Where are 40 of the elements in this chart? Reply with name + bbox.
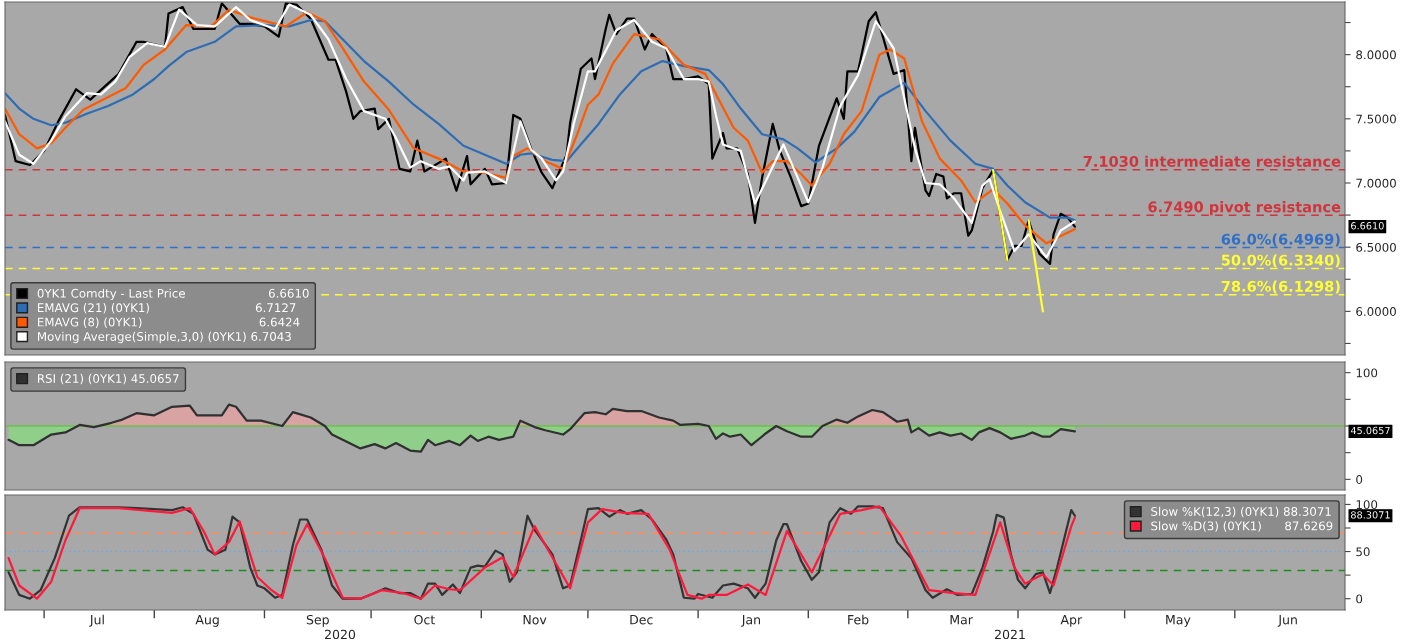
text: 88.3071 bbox=[1351, 511, 1390, 519]
x-tick-label: Mar bbox=[950, 615, 973, 625]
y-tick-label: 0 bbox=[1356, 594, 1363, 604]
x-tick-label: Jan bbox=[741, 615, 760, 627]
x-tick-label: Jul bbox=[89, 614, 104, 627]
x-tick-label: Aug bbox=[195, 615, 219, 627]
ref-line-label: 66.0%(6.4969) bbox=[1221, 233, 1340, 247]
legend-label: EMAVG (21) (0YK1) 6.7127 bbox=[38, 303, 296, 314]
x-tick-label: Nov bbox=[523, 615, 547, 625]
x-tick-label: May bbox=[1166, 615, 1191, 627]
text: 6.6610 bbox=[1351, 222, 1384, 230]
legend-label: Moving Average(Simple,3,0) (0YK1) 6.7043 bbox=[38, 331, 291, 344]
x-tick-label: Apr bbox=[1060, 615, 1083, 627]
ref-line-label: 78.6%(6.1298) bbox=[1221, 280, 1340, 294]
text: 45.0657 bbox=[1350, 426, 1390, 435]
y-tick-label: 7.5000 bbox=[1356, 114, 1396, 124]
legend-label: EMAVG (8) (0YK1) 6.6424 bbox=[38, 317, 300, 328]
y-tick-label: 0 bbox=[1356, 475, 1363, 484]
x-tick-label: Feb bbox=[848, 614, 869, 625]
x-tick-label: Jun bbox=[1277, 615, 1297, 627]
y-tick-label: 7.0000 bbox=[1356, 178, 1396, 188]
legend-label: Slow %D(3) (0YK1) 87.6269 bbox=[1151, 521, 1333, 532]
legend-label: 0YK1 Comdty - Last Price 6.6610 bbox=[37, 288, 309, 301]
ref-line-label: 6.7490 pivot resistance bbox=[1148, 201, 1341, 216]
y-tick-label: 100 bbox=[1356, 500, 1378, 510]
y-tick-label: 6.5000 bbox=[1356, 242, 1396, 252]
legend-label: Slow %K(12,3) (0YK1) 88.3071 bbox=[1151, 506, 1331, 518]
x-tick-label: Oct bbox=[414, 614, 435, 625]
x-tick-label: Dec bbox=[630, 615, 653, 625]
y-tick-label: 50 bbox=[1356, 547, 1370, 557]
text: 2021 bbox=[995, 629, 1025, 640]
y-tick-label: 8.0000 bbox=[1356, 50, 1396, 60]
y-tick-label: 100 bbox=[1356, 368, 1378, 378]
legend-label: RSI (21) (0YK1) 45.0657 bbox=[38, 373, 179, 385]
y-tick-label: 6.0000 bbox=[1356, 307, 1396, 317]
ref-line-label: 7.1030 intermediate resistance bbox=[1083, 155, 1341, 167]
ref-line-label: 50.0%(6.3340) bbox=[1221, 254, 1340, 268]
line-series bbox=[7, 505, 1076, 600]
x-tick-label: Sep bbox=[306, 614, 329, 627]
text: 2020 bbox=[325, 629, 356, 640]
